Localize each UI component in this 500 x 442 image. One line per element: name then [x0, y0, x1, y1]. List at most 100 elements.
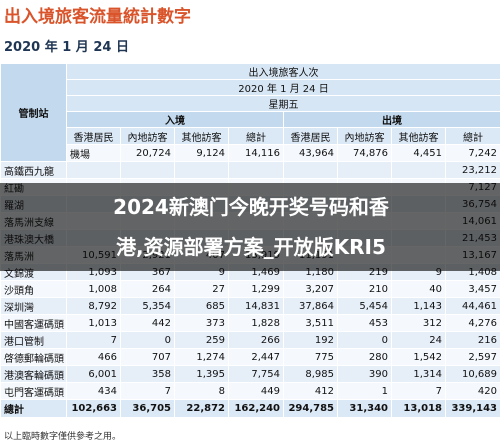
table-row: 中國客運碼頭 1,013 442 373 1,828 3,511 453 312 4,276 — [0, 314, 500, 332]
control-point-name: 機場 — [66, 144, 121, 162]
total-cell: 339,143 — [445, 399, 500, 418]
table-cell: 10,689 — [445, 365, 500, 383]
table-date: 2020 年 1 月 24 日 — [66, 79, 500, 96]
table-cell: 1,299 — [228, 280, 284, 298]
table-cell: 5,354 — [120, 297, 175, 315]
column-header: 總計 — [445, 127, 500, 145]
control-point-name: 港口管制 — [0, 331, 67, 349]
column-header: 內地訪客 — [120, 127, 175, 145]
table-row: 港口管制 7 0 259 266 192 0 24 216 — [0, 331, 500, 349]
table-row: 屯門客運碼頭 434 7 8 449 412 1 7 420 — [0, 382, 500, 400]
table-row: 深圳灣 8,792 5,354 685 14,831 37,864 5,454 1,143 44… — [0, 297, 500, 315]
table-cell: 7,242 — [445, 144, 500, 162]
total-label: 總計 — [0, 399, 67, 418]
total-cell: 22,872 — [174, 399, 229, 418]
table-cell: 0 — [337, 331, 392, 349]
control-point-name: 沙頭角 — [0, 280, 67, 298]
column-header: 香港居民 — [66, 127, 121, 145]
table-cell: 43,964 — [283, 144, 338, 162]
table-cell: 1,008 — [66, 280, 121, 298]
table-cell: 1,013 — [66, 314, 121, 332]
page-title: 出入境旅客流量統計數字 — [4, 7, 191, 27]
table-cell: 192 — [283, 331, 338, 349]
table-cell: 2,597 — [445, 348, 500, 366]
table-cell — [66, 161, 121, 179]
report-date: 2020 年 1 月 24 日 — [4, 40, 129, 55]
table-cell: 466 — [66, 348, 121, 366]
table-cell — [391, 161, 446, 179]
table-cell: 280 — [337, 348, 392, 366]
table-cell: 1,314 — [391, 365, 446, 383]
column-header: 香港居民 — [283, 127, 338, 145]
table-cell: 7 — [391, 382, 446, 400]
table-cell: 1,395 — [174, 365, 229, 383]
table-cell: 453 — [337, 314, 392, 332]
table-cell: 40 — [391, 280, 446, 298]
table-cell: 210 — [337, 280, 392, 298]
column-header: 總計 — [228, 127, 284, 145]
table-cell: 1 — [337, 382, 392, 400]
table-cell: 4,451 — [391, 144, 446, 162]
table-cell: 358 — [120, 365, 175, 383]
column-header: 內地訪客 — [337, 127, 392, 145]
table-cell: 390 — [337, 365, 392, 383]
headline-line-1: 2024新澳门今晚开奖号码和香 — [113, 195, 389, 219]
table-caption: 出入境旅客人次 — [66, 63, 500, 80]
table-cell: 259 — [174, 331, 229, 349]
total-cell: 294,785 — [283, 399, 338, 418]
total-cell: 162,240 — [228, 399, 284, 418]
column-header: 其他訪客 — [391, 127, 446, 145]
table-cell: 1,542 — [391, 348, 446, 366]
table-cell: 6,001 — [66, 365, 121, 383]
table-cell: 264 — [120, 280, 175, 298]
table-cell: 7,754 — [228, 365, 284, 383]
control-point-name: 港澳客輪碼頭 — [0, 365, 67, 383]
control-point-name: 中國客運碼頭 — [0, 314, 67, 332]
table-cell: 1,143 — [391, 297, 446, 315]
total-row: 總計 102,663 36,705 22,872 162,240 294,785 31,34… — [0, 399, 500, 418]
table-cell: 7 — [120, 382, 175, 400]
table-cell — [283, 161, 338, 179]
table-row: 高鐵西九龍 23,212 — [0, 161, 500, 179]
table-cell: 8 — [174, 382, 229, 400]
control-point-header: 管制站 — [0, 63, 67, 162]
table-cell: 707 — [120, 348, 175, 366]
table-row: 沙頭角 1,008 264 27 1,299 3,207 210 40 3,457 — [0, 280, 500, 298]
control-point-name: 屯門客運碼頭 — [0, 382, 67, 400]
table-cell — [120, 161, 175, 179]
total-cell: 36,705 — [120, 399, 175, 418]
control-point-name: 高鐵西九龍 — [0, 161, 67, 179]
table-cell: 23,212 — [445, 161, 500, 179]
control-point-name: 啓德郵輪碼頭 — [0, 348, 67, 366]
table-cell: 775 — [283, 348, 338, 366]
table-cell: 1,274 — [174, 348, 229, 366]
table-cell: 3,207 — [283, 280, 338, 298]
table-cell: 8,985 — [283, 365, 338, 383]
table-cell: 3,457 — [445, 280, 500, 298]
departure-header: 出境 — [283, 111, 500, 128]
table-cell: 412 — [283, 382, 338, 400]
table-cell: 24 — [391, 331, 446, 349]
table-cell: 3,511 — [283, 314, 338, 332]
total-cell: 102,663 — [66, 399, 121, 418]
table-cell: 434 — [66, 382, 121, 400]
table-weekday: 星期五 — [66, 95, 500, 112]
table-row: 港澳客輪碼頭 6,001 358 1,395 7,754 8,985 390 1,314 10,… — [0, 365, 500, 383]
table-cell: 74,876 — [337, 144, 392, 162]
table-cell: 5,454 — [337, 297, 392, 315]
table-cell — [337, 161, 392, 179]
column-header: 其他訪客 — [174, 127, 229, 145]
table-cell — [174, 161, 229, 179]
headline-line-2: 港,资源部署方案_开放版KRI5 — [116, 235, 386, 259]
table-cell: 0 — [120, 331, 175, 349]
table-cell: 312 — [391, 314, 446, 332]
control-point-name: 深圳灣 — [0, 297, 67, 315]
table-cell: 420 — [445, 382, 500, 400]
table-row: 機場 20,724 9,124 14,116 43,964 74,876 4,451 7,24… — [1, 144, 500, 162]
footnote: 以上臨時數字僅供參考之用。 — [4, 432, 122, 442]
table-cell: 216 — [445, 331, 500, 349]
table-cell: 9,124 — [174, 144, 229, 162]
table-cell: 685 — [174, 297, 229, 315]
table-cell: 4,276 — [445, 314, 500, 332]
headline-banner: 2024新澳门今晚开奖号码和香 港,资源部署方案_开放版KRI5 — [0, 183, 500, 271]
